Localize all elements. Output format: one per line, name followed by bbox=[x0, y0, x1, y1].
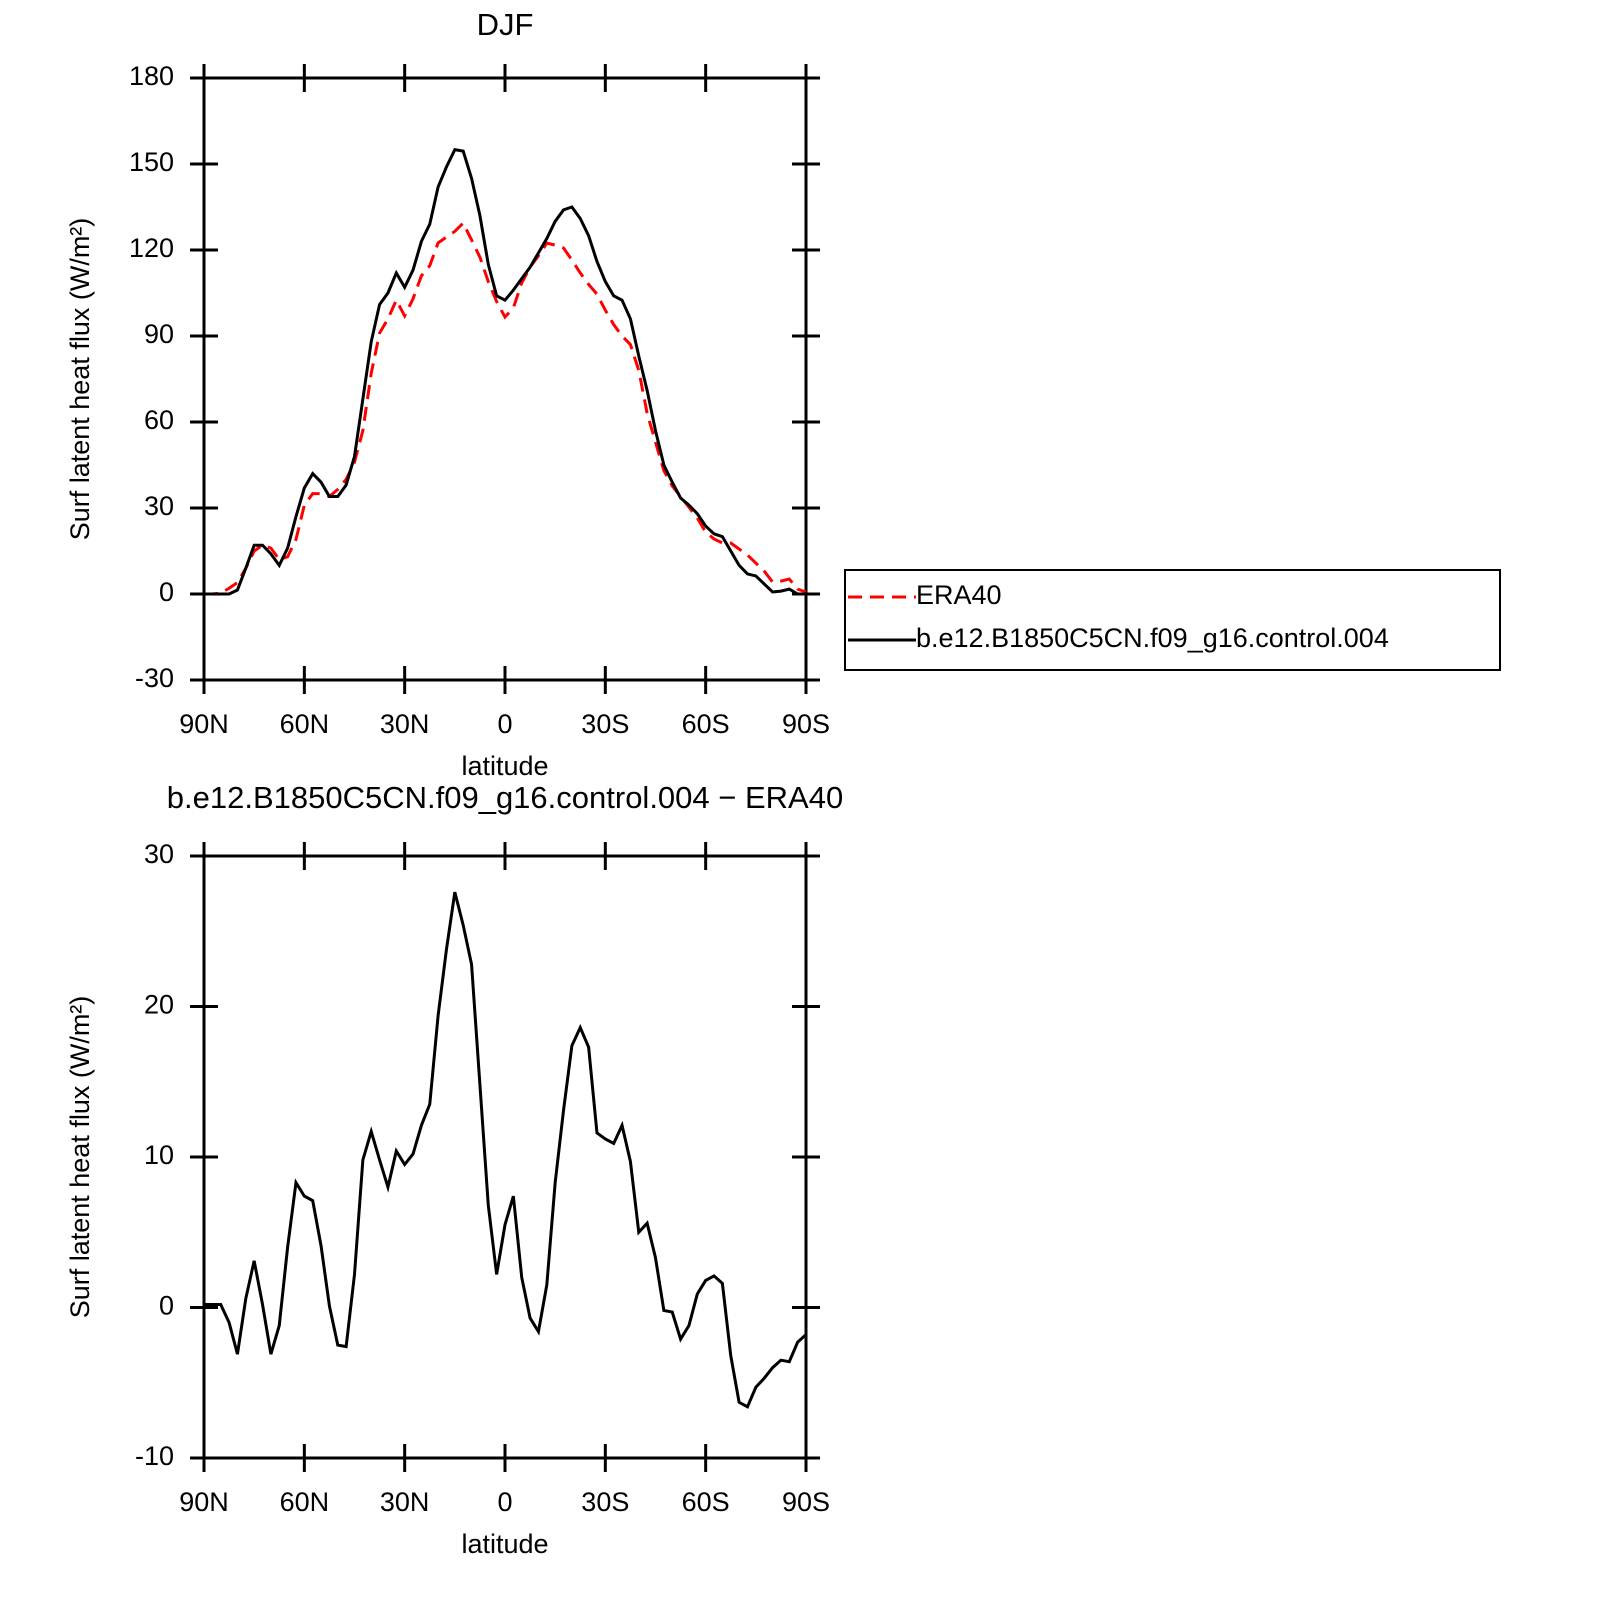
x-tick-label: 0 bbox=[497, 709, 512, 739]
plot-frame bbox=[202, 76, 808, 682]
y-tick-label: 20 bbox=[144, 990, 174, 1020]
y-tick-label: 150 bbox=[129, 147, 174, 177]
x-tick-label: 90S bbox=[782, 709, 830, 739]
x-tick-label: 30N bbox=[380, 709, 430, 739]
y-tick-label: 60 bbox=[144, 405, 174, 435]
legend-label: ERA40 bbox=[916, 580, 1002, 610]
y-tick-label: 0 bbox=[159, 1291, 174, 1321]
y-tick-label: 120 bbox=[129, 233, 174, 263]
y-tick-label: 30 bbox=[144, 491, 174, 521]
y-tick-label: 30 bbox=[144, 839, 174, 869]
x-axis-label: latitude bbox=[461, 751, 548, 781]
x-tick-label: 60S bbox=[682, 1487, 730, 1517]
y-axis-label: Surf latent heat flux (W/m²) bbox=[65, 218, 95, 541]
x-tick-label: 60S bbox=[682, 709, 730, 739]
x-tick-label: 60N bbox=[280, 1487, 330, 1517]
y-tick-label: 10 bbox=[144, 1140, 174, 1170]
chart-title: DJF bbox=[477, 7, 534, 42]
y-tick-label: -10 bbox=[135, 1441, 174, 1471]
data-line bbox=[204, 147, 806, 596]
x-tick-label: 0 bbox=[497, 1487, 512, 1517]
x-tick-label: 30N bbox=[380, 1487, 430, 1517]
legend-box bbox=[844, 569, 1501, 671]
legend-label: b.e12.B1850C5CN.f09_g16.control.004 bbox=[916, 623, 1389, 653]
data-line bbox=[204, 220, 807, 596]
x-axis-label: latitude bbox=[461, 1529, 548, 1559]
x-tick-label: 90N bbox=[179, 1487, 229, 1517]
x-tick-label: 30S bbox=[581, 1487, 629, 1517]
x-tick-label: 90S bbox=[782, 1487, 830, 1517]
y-axis-label: Surf latent heat flux (W/m²) bbox=[65, 996, 95, 1319]
y-tick-label: -30 bbox=[135, 663, 174, 693]
y-tick-label: 0 bbox=[159, 577, 174, 607]
x-tick-label: 90N bbox=[179, 709, 229, 739]
plot-frame bbox=[202, 854, 808, 1460]
data-line bbox=[204, 891, 808, 1409]
chart-title: b.e12.B1850C5CN.f09_g16.control.004 − ER… bbox=[167, 780, 843, 815]
x-tick-label: 60N bbox=[280, 709, 330, 739]
y-tick-label: 90 bbox=[144, 319, 174, 349]
x-tick-label: 30S bbox=[581, 709, 629, 739]
y-tick-label: 180 bbox=[129, 61, 174, 91]
